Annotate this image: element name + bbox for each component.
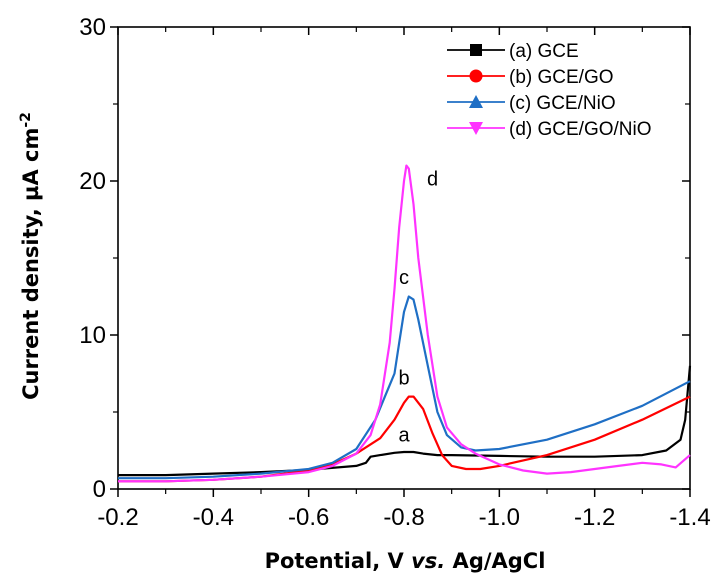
- legend-entry-label: (b) GCE/GO: [509, 67, 614, 88]
- y-axis-title: Current density, µA cm-2: [18, 112, 43, 400]
- peak-label-c: c: [399, 267, 409, 289]
- peak-label-d: d: [427, 169, 438, 191]
- x-tick-label: -0.2: [97, 504, 138, 531]
- legend-marker-triangle-up: [469, 95, 483, 108]
- y-tick-label: 10: [79, 322, 106, 349]
- y-tick-label: 30: [79, 14, 106, 41]
- peak-label-b: b: [398, 367, 409, 389]
- legend-entry-label: (a) GCE: [509, 41, 579, 62]
- y-tick-label: 20: [79, 168, 106, 195]
- y-tick-label: 0: [93, 476, 106, 503]
- series-line-c: [118, 295, 691, 480]
- legend-marker-circle: [469, 69, 483, 83]
- x-tick-label: -0.8: [383, 504, 424, 531]
- legend-entry-label: (c) GCE/NiO: [509, 93, 616, 114]
- legend-entry-label: (d) GCE/GO/NiO: [509, 119, 652, 140]
- x-axis-title: Potential, V vs. Ag/AgCl: [265, 549, 546, 573]
- peak-label-a: a: [398, 424, 410, 446]
- x-tick-label: -0.4: [193, 504, 234, 531]
- legend-marker-square: [470, 44, 482, 56]
- series-line-d: [118, 164, 691, 483]
- x-tick-label: -1.4: [669, 504, 710, 531]
- x-tick-label: -1.0: [479, 504, 520, 531]
- x-tick-label: -1.2: [574, 504, 615, 531]
- x-tick-label: -0.6: [288, 504, 329, 531]
- legend: (a) GCE (b) GCE/GO (c) GCE/NiO (d) GCE/GO/N…: [447, 41, 652, 140]
- legend-marker-triangle-down: [469, 122, 483, 135]
